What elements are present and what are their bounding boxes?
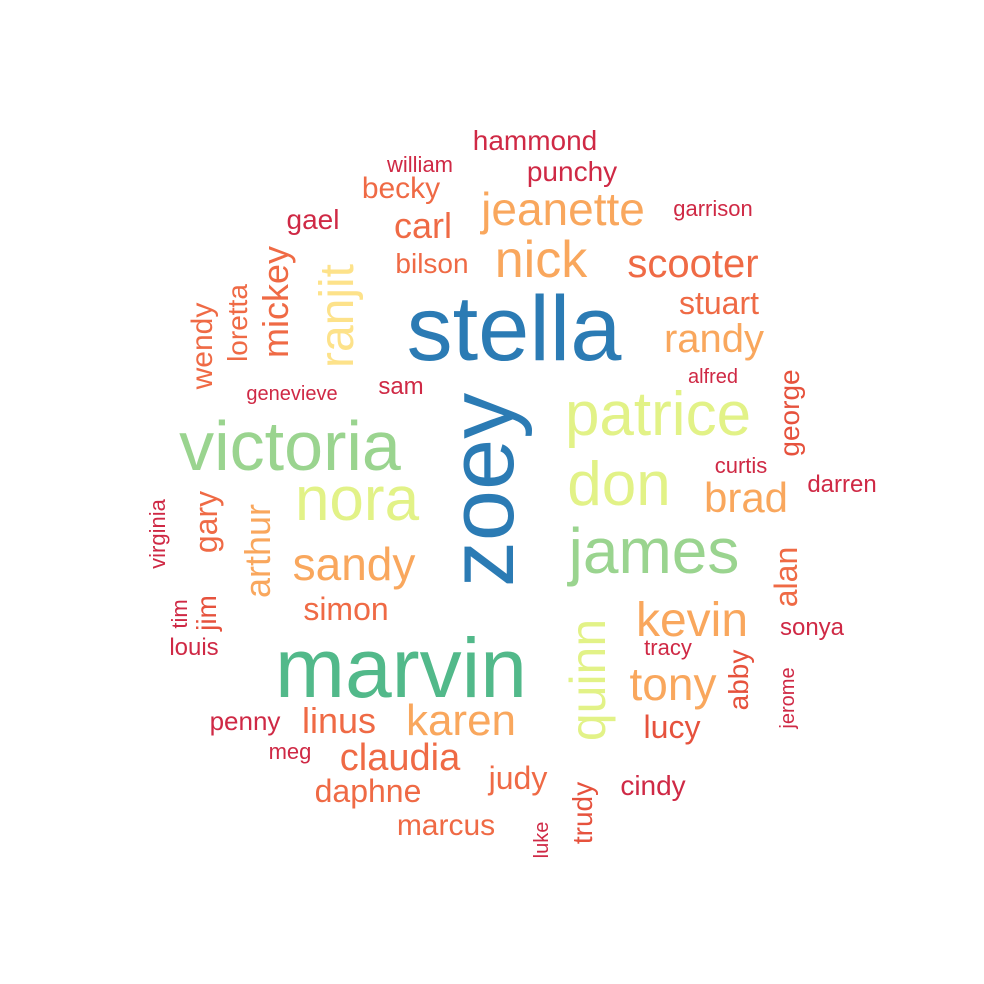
word-punchy: punchy <box>526 156 618 187</box>
word-brad: brad <box>703 474 789 521</box>
word-randy: randy <box>663 317 765 361</box>
word-curtis: curtis <box>714 453 768 478</box>
word-cindy: cindy <box>620 770 686 801</box>
word-sam: sam <box>378 373 424 400</box>
word-alfred: alfred <box>687 366 739 388</box>
word-nora: nora <box>294 465 420 534</box>
word-darren: darren <box>807 471 877 498</box>
word-virginia: virginia <box>145 499 170 569</box>
word-luke: luke <box>531 821 553 859</box>
word-simon: simon <box>303 591 389 627</box>
word-marcus: marcus <box>396 809 496 842</box>
word-george: george <box>774 369 805 457</box>
word-judy: judy <box>488 760 548 796</box>
word-gary: gary <box>188 490 224 554</box>
word-jerome: jerome <box>777 667 799 729</box>
word-trudy: trudy <box>567 781 598 845</box>
word-william: william <box>387 152 453 177</box>
word-meg: meg <box>268 739 312 764</box>
word-jeanette: jeanette <box>481 183 645 235</box>
word-victoria: victoria <box>179 407 401 485</box>
word-claudia: claudia <box>339 737 461 779</box>
word-quinn: quinn <box>560 618 616 742</box>
word-carl: carl <box>393 205 453 246</box>
word-kevin: kevin <box>635 594 749 647</box>
word-mickey: mickey <box>255 245 296 359</box>
word-wendy: wendy <box>186 302 219 390</box>
word-lucy: lucy <box>643 709 701 745</box>
word-patrice: patrice <box>564 380 752 449</box>
word-louis: louis <box>169 634 219 661</box>
word-marvin: marvin <box>274 621 528 715</box>
word-bilson: bilson <box>395 248 469 279</box>
word-don: don <box>567 450 671 519</box>
word-jim: jim <box>191 595 222 631</box>
word-james: james <box>568 515 740 587</box>
word-stuart: stuart <box>678 285 760 321</box>
word-zoey: zoey <box>431 392 533 588</box>
word-hammond: hammond <box>472 125 598 156</box>
word-linus: linus <box>301 700 377 741</box>
word-stella: stella <box>406 278 622 380</box>
word-daphne: daphne <box>314 773 422 809</box>
word-alan: alan <box>768 546 804 608</box>
word-tim: tim <box>167 599 192 629</box>
word-scooter: scooter <box>627 242 759 286</box>
word-genevieve: genevieve <box>246 383 338 405</box>
word-penny: penny <box>209 706 281 736</box>
word-ranjit: ranjit <box>311 263 364 369</box>
word-garrison: garrison <box>673 196 753 221</box>
word-becky: becky <box>361 172 441 205</box>
word-sandy: sandy <box>292 538 416 590</box>
word-gael: gael <box>286 204 340 235</box>
word-karen: karen <box>405 696 517 745</box>
word-tony: tony <box>629 658 717 710</box>
word-arthur: arthur <box>237 503 278 599</box>
word-nick: nick <box>494 231 588 289</box>
word-abby: abby <box>723 649 754 711</box>
word-loretta: loretta <box>222 284 253 362</box>
word-tracy: tracy <box>644 635 692 660</box>
word-sonya: sonya <box>779 614 845 641</box>
